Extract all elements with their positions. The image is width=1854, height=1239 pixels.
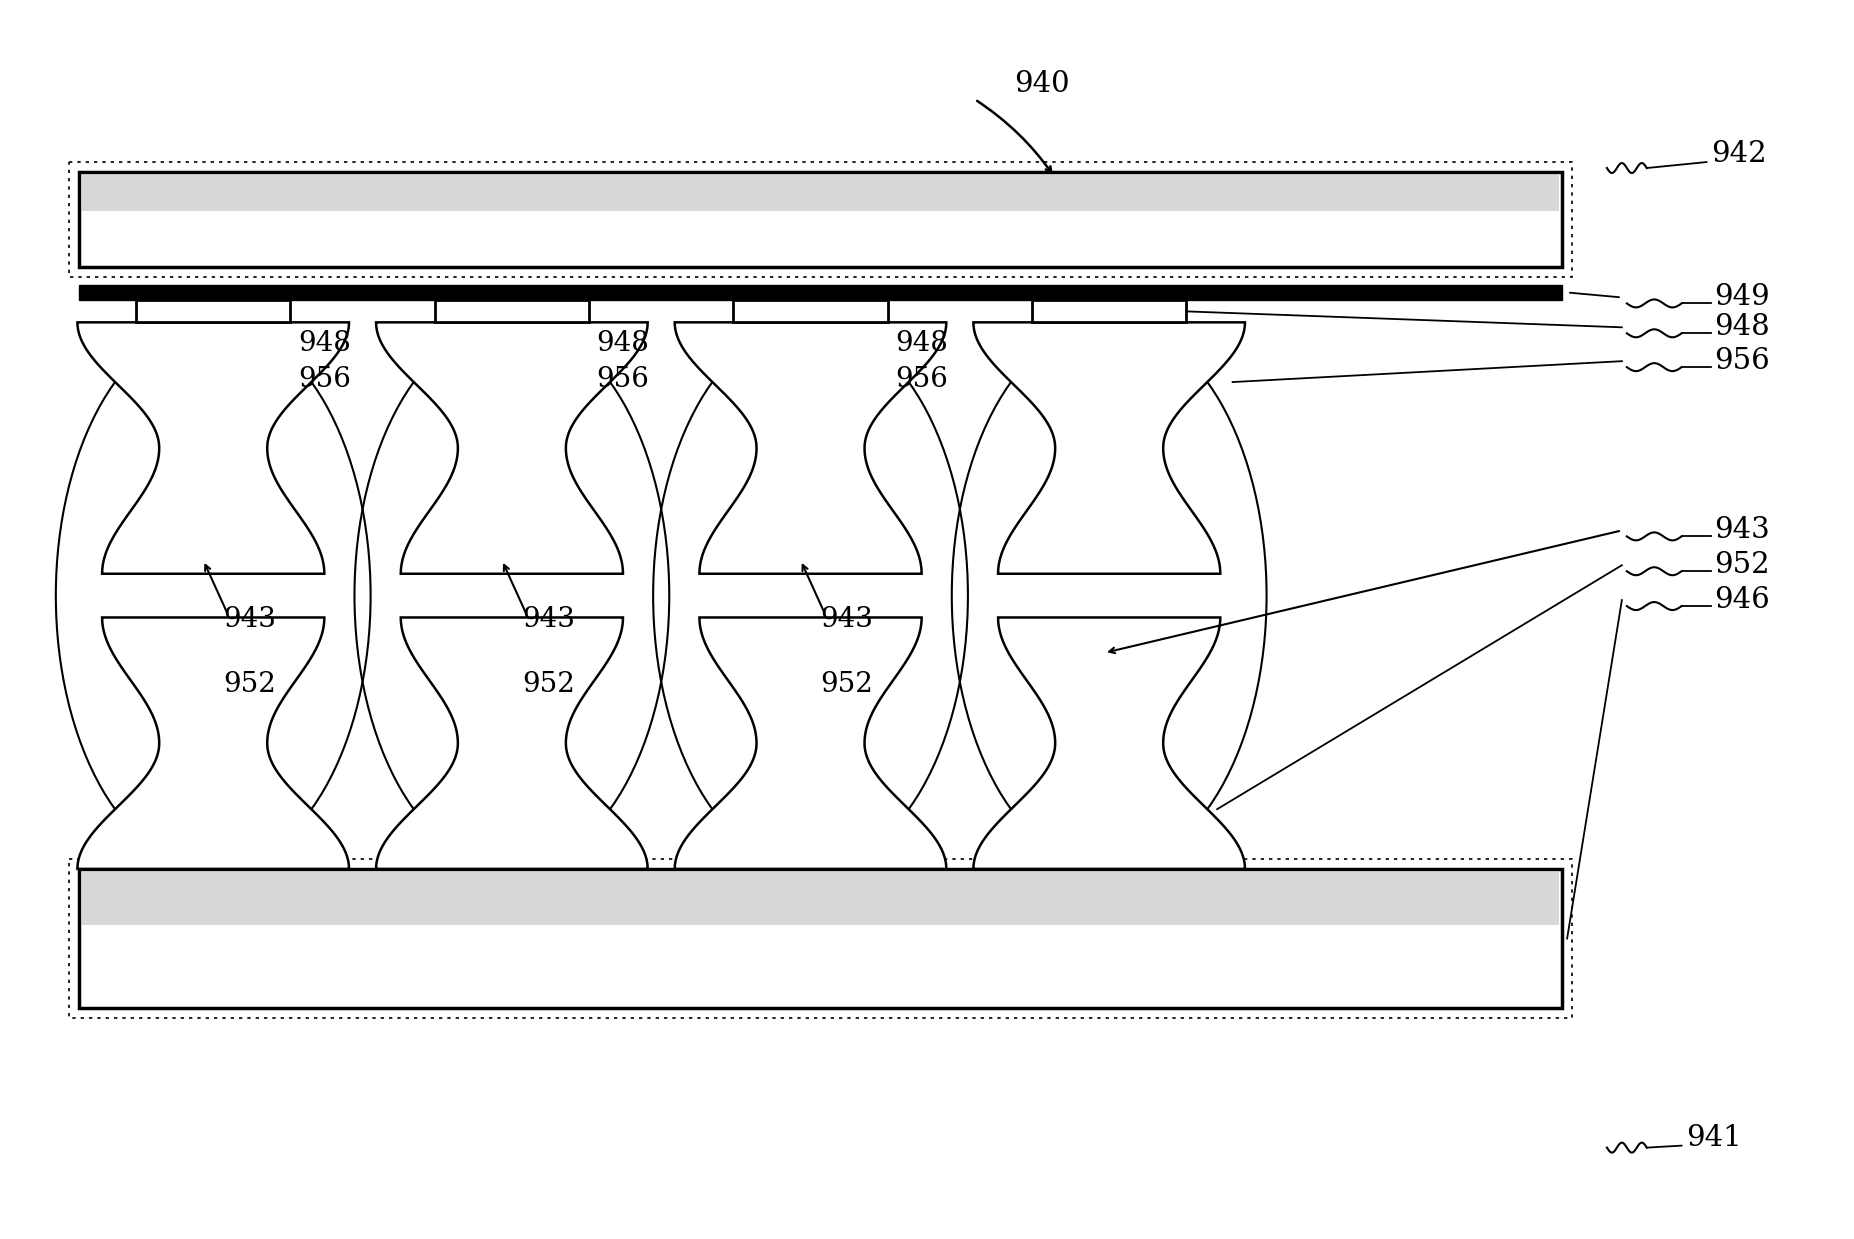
Bar — [80, 285, 1563, 300]
Text: 948: 948 — [1715, 313, 1771, 341]
Text: 948: 948 — [895, 330, 947, 357]
Text: 943: 943 — [1715, 517, 1771, 544]
Text: 943: 943 — [521, 607, 575, 633]
Text: 943: 943 — [821, 607, 873, 633]
Text: 952: 952 — [1715, 551, 1771, 580]
Bar — [69, 162, 1572, 276]
Text: 949: 949 — [1715, 284, 1771, 311]
Bar — [734, 300, 888, 322]
Text: 956: 956 — [895, 366, 947, 393]
Text: 952: 952 — [521, 672, 575, 699]
Text: 948: 948 — [597, 330, 649, 357]
Bar — [82, 175, 1559, 211]
Text: 946: 946 — [1715, 586, 1771, 615]
Bar — [1033, 300, 1187, 322]
Text: 952: 952 — [222, 672, 276, 699]
Text: 956: 956 — [298, 366, 350, 393]
Bar — [434, 300, 590, 322]
Text: 942: 942 — [1711, 140, 1767, 169]
Polygon shape — [78, 322, 349, 574]
Polygon shape — [675, 617, 946, 869]
Text: 948: 948 — [298, 330, 350, 357]
Polygon shape — [376, 617, 647, 869]
Polygon shape — [973, 322, 1246, 574]
Text: 941: 941 — [1687, 1124, 1743, 1152]
Bar — [69, 859, 1572, 1018]
Polygon shape — [78, 617, 349, 869]
Bar — [80, 869, 1563, 1009]
Bar — [82, 872, 1559, 924]
Bar — [135, 300, 291, 322]
Bar — [80, 172, 1563, 266]
Polygon shape — [675, 322, 946, 574]
Text: 940: 940 — [1014, 71, 1070, 98]
Polygon shape — [973, 617, 1246, 869]
Text: 956: 956 — [1715, 347, 1771, 375]
Text: 952: 952 — [821, 672, 873, 699]
Text: 943: 943 — [222, 607, 276, 633]
Polygon shape — [376, 322, 647, 574]
Text: 956: 956 — [597, 366, 649, 393]
